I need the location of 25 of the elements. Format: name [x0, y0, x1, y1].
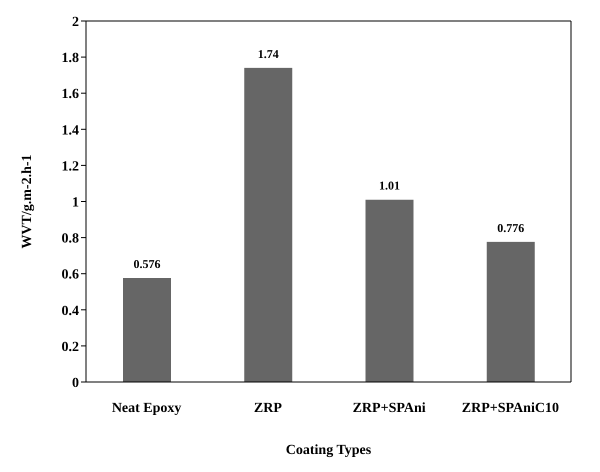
bar [366, 200, 414, 382]
y-tick-label: 2 [72, 14, 79, 30]
y-tick-label: 1.6 [62, 87, 79, 102]
y-tick-label: 0.4 [62, 304, 79, 319]
x-tick-label: Neat Epoxy [112, 400, 182, 416]
x-tick-label: ZRP [254, 400, 282, 416]
y-tick-label: 0.8 [62, 232, 79, 247]
y-axis-title: WVT/g.m-2.h-1 [20, 154, 35, 249]
data-label: 0.776 [497, 220, 524, 235]
data-label: 1.74 [258, 46, 279, 61]
y-tick-label: 0.2 [62, 340, 79, 355]
data-label: 0.576 [134, 257, 160, 272]
x-tick-label: ZRP+SPAni [352, 400, 426, 416]
y-tick-label: 1.8 [62, 51, 79, 66]
bar [244, 68, 292, 382]
x-tick-label: ZRP+SPAniC10 [462, 400, 559, 416]
y-tick-label: 0 [72, 376, 79, 391]
bar [123, 278, 171, 382]
bar [486, 242, 535, 382]
y-tick-label: 1 [72, 195, 79, 210]
y-tick-label: 1.2 [62, 159, 79, 174]
data-label: 1.01 [379, 178, 400, 193]
x-axis-title: Coating Types [286, 443, 372, 458]
y-tick-label: 0.6 [62, 268, 79, 283]
y-tick-label: 1.4 [62, 123, 79, 138]
